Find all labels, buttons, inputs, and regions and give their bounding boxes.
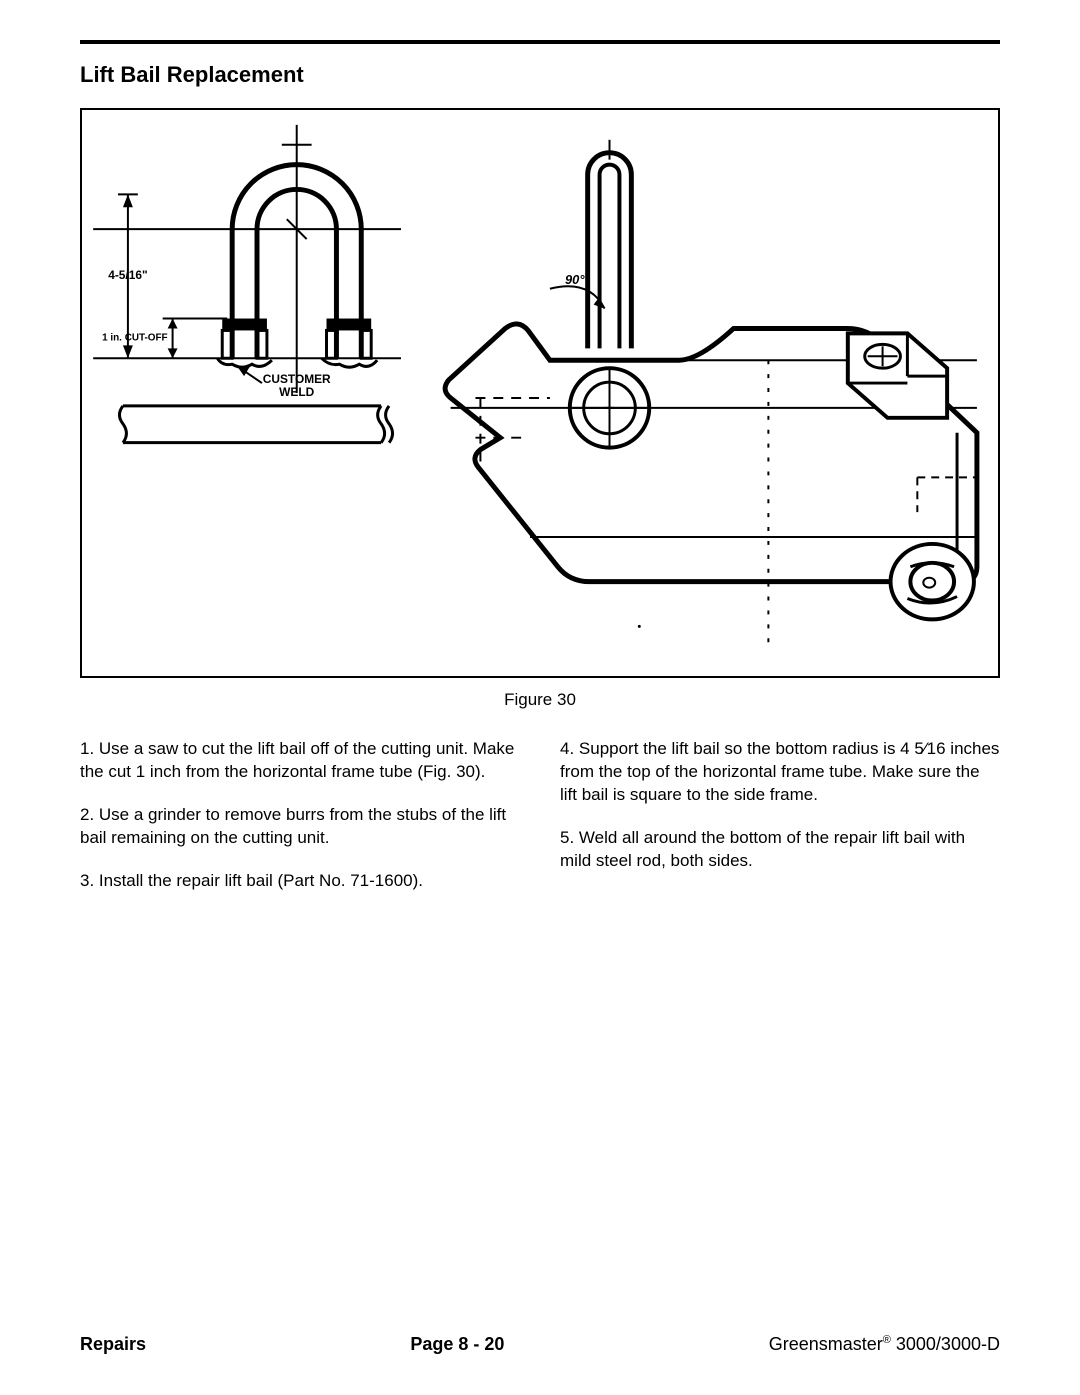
step-2: 2. Use a grinder to remove burrs from th…: [80, 804, 520, 850]
angle-label: 90°: [565, 272, 585, 287]
weld-label-2: WELD: [279, 385, 314, 399]
step-1: 1. Use a saw to cut the lift bail off of…: [80, 738, 520, 784]
footer-right: Greensmaster® 3000/3000-D: [769, 1334, 1000, 1355]
footer-product: Greensmaster: [769, 1334, 883, 1354]
page-footer: Repairs Page 8 - 20 Greensmaster® 3000/3…: [80, 1334, 1000, 1355]
instruction-columns: 1. Use a saw to cut the lift bail off of…: [80, 738, 1000, 913]
footer-model: 3000/3000-D: [891, 1334, 1000, 1354]
page: Lift Bail Replacement 4-5/: [0, 0, 1080, 1395]
roller: [891, 544, 974, 619]
registered-mark: ®: [883, 1334, 891, 1346]
dim-height-label: 4-5/16": [108, 268, 147, 282]
figure-svg: 4-5/16" 1 in. CUT-OFF CUSTOMER WELD: [82, 110, 998, 676]
step-3: 3. Install the repair lift bail (Part No…: [80, 870, 520, 893]
footer-left: Repairs: [80, 1334, 146, 1355]
footer-center: Page 8 - 20: [410, 1334, 504, 1355]
step-4: 4. Support the lift bail so the bottom r…: [560, 738, 1000, 807]
section-title: Lift Bail Replacement: [80, 62, 1000, 88]
left-column: 1. Use a saw to cut the lift bail off of…: [80, 738, 520, 913]
horizontal-rule: [80, 40, 1000, 44]
cutoff-label: 1 in. CUT-OFF: [102, 332, 168, 343]
step-5: 5. Weld all around the bottom of the rep…: [560, 827, 1000, 873]
weld-label-1: CUSTOMER: [263, 372, 331, 386]
right-column: 4. Support the lift bail so the bottom r…: [560, 738, 1000, 913]
figure-caption: Figure 30: [80, 690, 1000, 710]
figure-30: 4-5/16" 1 in. CUT-OFF CUSTOMER WELD: [80, 108, 1000, 678]
